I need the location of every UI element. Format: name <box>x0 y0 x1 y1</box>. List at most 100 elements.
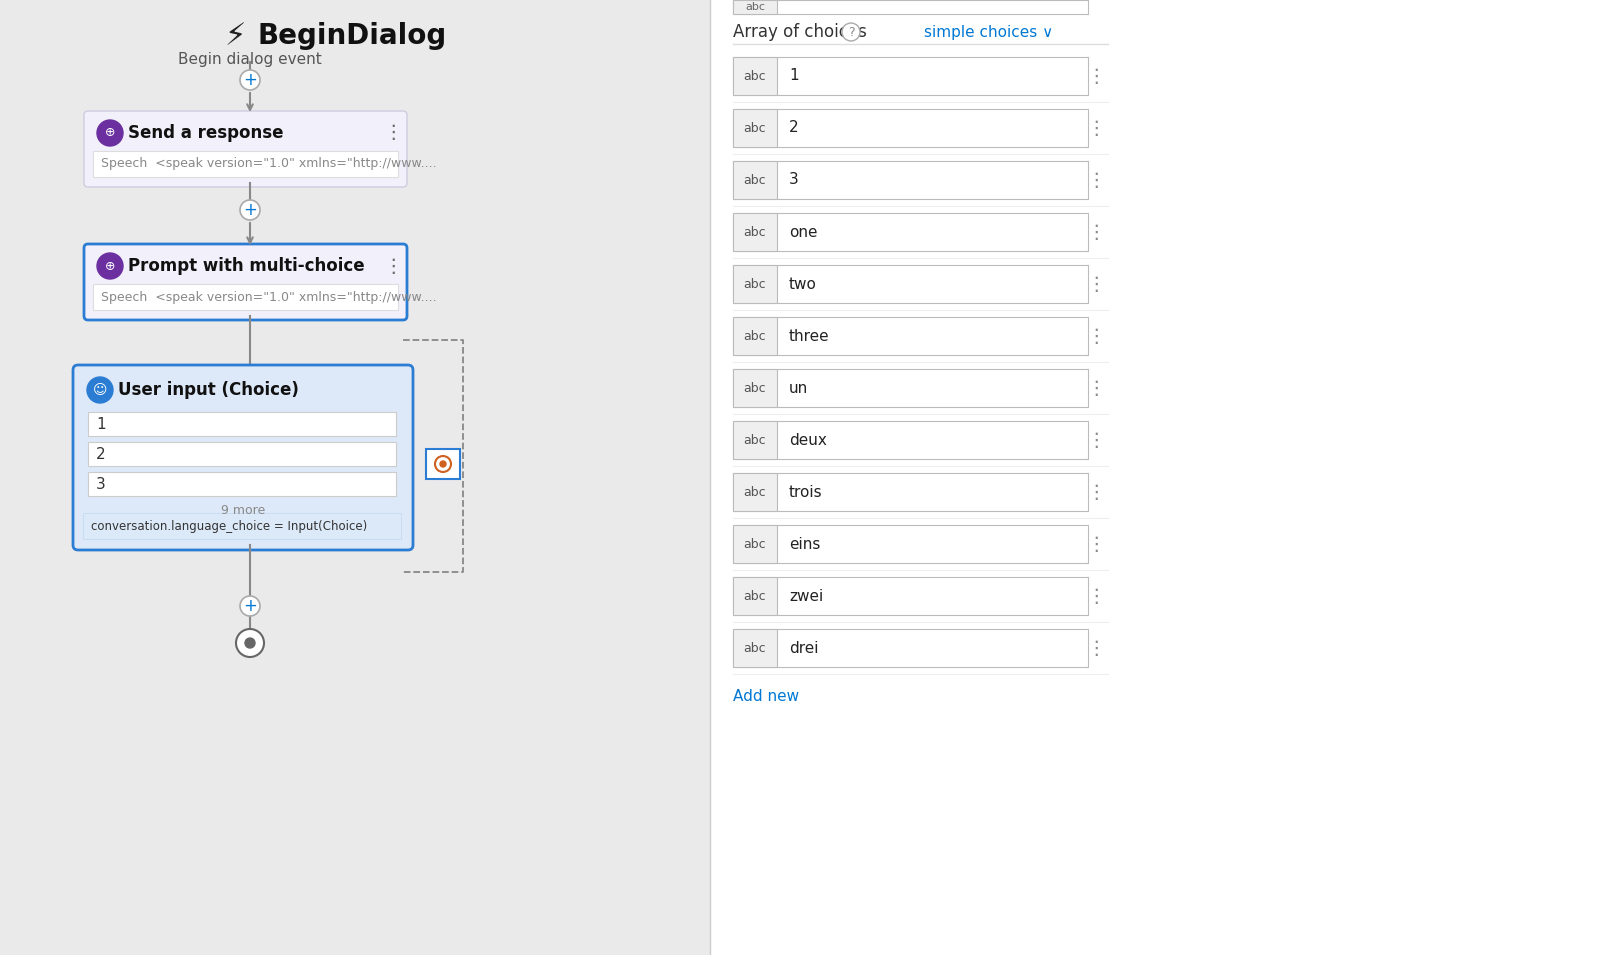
FancyBboxPatch shape <box>732 577 1087 615</box>
Circle shape <box>98 253 123 279</box>
FancyBboxPatch shape <box>732 109 1087 147</box>
Text: ⋮: ⋮ <box>1086 327 1107 346</box>
Text: deux: deux <box>788 433 827 448</box>
Text: three: three <box>788 329 830 344</box>
Text: ⊕: ⊕ <box>106 260 115 272</box>
Text: ⋮: ⋮ <box>1086 171 1107 189</box>
FancyBboxPatch shape <box>732 525 1087 563</box>
Circle shape <box>435 456 451 472</box>
Text: zwei: zwei <box>788 588 823 604</box>
FancyBboxPatch shape <box>732 525 777 563</box>
FancyBboxPatch shape <box>732 0 1087 14</box>
Text: Array of choices: Array of choices <box>732 23 867 41</box>
Text: 2: 2 <box>788 120 798 136</box>
Text: ⚡: ⚡ <box>224 22 246 51</box>
Text: ⋮: ⋮ <box>1086 274 1107 293</box>
FancyBboxPatch shape <box>732 109 777 147</box>
Text: 1: 1 <box>788 69 798 83</box>
FancyBboxPatch shape <box>732 369 1087 407</box>
Text: ⋮: ⋮ <box>1086 118 1107 138</box>
FancyBboxPatch shape <box>88 442 397 466</box>
FancyBboxPatch shape <box>425 449 461 479</box>
FancyBboxPatch shape <box>732 629 777 667</box>
Text: ⋮: ⋮ <box>384 257 403 275</box>
FancyBboxPatch shape <box>732 577 777 615</box>
Text: abc: abc <box>744 589 766 603</box>
Circle shape <box>86 377 114 403</box>
FancyBboxPatch shape <box>732 265 777 303</box>
FancyBboxPatch shape <box>732 265 1087 303</box>
FancyBboxPatch shape <box>732 473 777 511</box>
Text: ⋮: ⋮ <box>1086 431 1107 450</box>
Text: trois: trois <box>788 484 822 499</box>
Text: ☺: ☺ <box>93 383 107 397</box>
FancyBboxPatch shape <box>732 317 1087 355</box>
Text: abc: abc <box>744 70 766 82</box>
Text: ⋮: ⋮ <box>1086 482 1107 501</box>
Text: abc: abc <box>744 642 766 654</box>
Text: 9 more: 9 more <box>221 503 265 517</box>
FancyBboxPatch shape <box>732 421 777 459</box>
Text: abc: abc <box>744 538 766 550</box>
Text: drei: drei <box>788 641 819 655</box>
Text: abc: abc <box>744 278 766 290</box>
FancyBboxPatch shape <box>732 161 1087 199</box>
Circle shape <box>440 461 446 467</box>
FancyBboxPatch shape <box>88 412 397 436</box>
Text: un: un <box>788 380 807 395</box>
Text: Add new: Add new <box>732 689 800 704</box>
Circle shape <box>245 638 254 648</box>
Text: ⋮: ⋮ <box>1086 639 1107 657</box>
Text: User input (Choice): User input (Choice) <box>118 381 299 399</box>
Text: abc: abc <box>744 329 766 343</box>
Text: ⋮: ⋮ <box>1086 67 1107 86</box>
FancyBboxPatch shape <box>732 213 777 251</box>
Text: 1: 1 <box>96 416 106 432</box>
FancyBboxPatch shape <box>732 0 777 14</box>
Text: 3: 3 <box>788 173 800 187</box>
Text: abc: abc <box>744 225 766 239</box>
Text: abc: abc <box>744 121 766 135</box>
Circle shape <box>98 120 123 146</box>
Text: Prompt with multi-choice: Prompt with multi-choice <box>128 257 365 275</box>
FancyBboxPatch shape <box>732 473 1087 511</box>
Text: abc: abc <box>744 381 766 394</box>
Text: simple choices ∨: simple choices ∨ <box>924 25 1054 39</box>
Text: ⋮: ⋮ <box>384 123 403 142</box>
Text: +: + <box>243 597 257 615</box>
FancyBboxPatch shape <box>710 0 1599 955</box>
Text: BeginDialog: BeginDialog <box>257 22 448 50</box>
Circle shape <box>843 23 860 41</box>
FancyBboxPatch shape <box>83 513 401 539</box>
FancyBboxPatch shape <box>732 57 1087 95</box>
Text: eins: eins <box>788 537 820 551</box>
Circle shape <box>237 629 264 657</box>
Text: ⋮: ⋮ <box>1086 378 1107 397</box>
Circle shape <box>240 596 261 616</box>
Text: Speech  <speak version="1.0" xmlns="http://www....: Speech <speak version="1.0" xmlns="http:… <box>101 158 437 171</box>
FancyBboxPatch shape <box>732 317 777 355</box>
Text: +: + <box>243 71 257 89</box>
FancyBboxPatch shape <box>732 421 1087 459</box>
Text: Send a response: Send a response <box>128 124 283 142</box>
Text: Begin dialog event: Begin dialog event <box>177 52 321 67</box>
FancyBboxPatch shape <box>93 151 398 177</box>
FancyBboxPatch shape <box>74 365 413 550</box>
FancyBboxPatch shape <box>732 57 777 95</box>
Text: 2: 2 <box>96 447 106 461</box>
Text: abc: abc <box>744 485 766 499</box>
Text: Speech  <speak version="1.0" xmlns="http://www....: Speech <speak version="1.0" xmlns="http:… <box>101 290 437 304</box>
Text: 3: 3 <box>96 477 106 492</box>
Text: ⊕: ⊕ <box>106 126 115 139</box>
FancyBboxPatch shape <box>85 111 408 187</box>
FancyBboxPatch shape <box>88 472 397 496</box>
FancyBboxPatch shape <box>732 629 1087 667</box>
FancyBboxPatch shape <box>732 213 1087 251</box>
FancyBboxPatch shape <box>85 244 408 320</box>
Circle shape <box>240 70 261 90</box>
Text: abc: abc <box>744 174 766 186</box>
FancyBboxPatch shape <box>732 369 777 407</box>
Text: ⋮: ⋮ <box>1086 535 1107 554</box>
Text: abc: abc <box>745 2 764 12</box>
Text: ⋮: ⋮ <box>1086 586 1107 605</box>
